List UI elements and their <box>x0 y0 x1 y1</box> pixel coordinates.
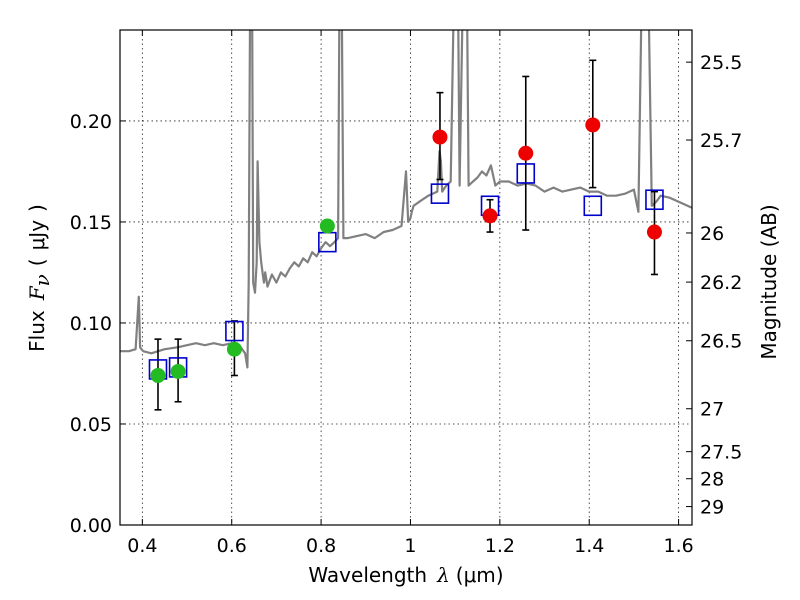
observed-point-red <box>646 224 662 240</box>
y2-axis-ticks: 25.5 25.7 26 26.2 26.5 27 27.5 28 29 <box>686 52 742 519</box>
marker-layer <box>148 117 664 383</box>
y2-tick-label: 25.7 <box>700 130 742 152</box>
x-tick-label: 0.6 <box>217 535 247 557</box>
observed-point-red <box>585 117 601 133</box>
plot-frame <box>119 29 693 526</box>
y-tick-label: 0.05 <box>70 414 112 436</box>
observed-point-red <box>432 129 448 145</box>
x-tick-label: 1.6 <box>663 535 693 557</box>
y2-tick-label: 28 <box>700 469 724 491</box>
observed-point-green <box>226 341 242 357</box>
model-photometry-square <box>645 189 664 211</box>
x-tick-label: 1.2 <box>485 535 515 557</box>
y2-tick-label: 29 <box>700 497 724 519</box>
observed-point-green <box>150 367 166 383</box>
observed-point-green <box>170 363 186 379</box>
x-tick-label: 1.4 <box>574 535 604 557</box>
model-spectrum-layer <box>120 30 692 369</box>
model-photometry-square <box>516 163 536 184</box>
y-tick-label: 0.10 <box>70 313 112 335</box>
y2-tick-label: 26 <box>700 223 724 245</box>
y-tick-label: 0.15 <box>70 212 112 234</box>
model-spectrum-line <box>120 30 692 369</box>
y2-tick-label: 27 <box>700 399 724 421</box>
x-tick-label: 0.8 <box>306 535 336 557</box>
observed-point-red <box>482 208 498 224</box>
y-tick-label: 0.00 <box>70 515 112 537</box>
model-photometry-square <box>430 183 450 204</box>
y-axis-ticks: 0.00 0.05 0.10 0.15 0.20 <box>70 111 126 537</box>
observed-point-green <box>319 218 335 234</box>
grid <box>120 30 692 526</box>
y-axis-title: FluxFν(μJy) <box>25 204 54 352</box>
model-photometry-square <box>583 195 603 217</box>
y2-tick-label: 26.5 <box>700 331 742 353</box>
x-axis-ticks: 0.4 0.6 0.8 1 1.2 1.4 1.6 <box>127 30 694 557</box>
plot-area <box>120 30 692 525</box>
y2-axis-title: Magnitude (AB) <box>757 204 781 359</box>
y2-tick-label: 25.5 <box>700 52 742 74</box>
model-photometry-square <box>225 320 244 342</box>
observed-point-red <box>518 145 534 161</box>
y2-tick-label: 26.2 <box>700 272 742 294</box>
x-axis-title: Wavelength λ (μm) <box>308 563 503 587</box>
x-tick-label: 1 <box>404 535 416 557</box>
y-tick-label: 0.20 <box>70 111 112 133</box>
y2-tick-label: 27.5 <box>700 442 742 464</box>
x-tick-label: 0.4 <box>127 535 157 557</box>
